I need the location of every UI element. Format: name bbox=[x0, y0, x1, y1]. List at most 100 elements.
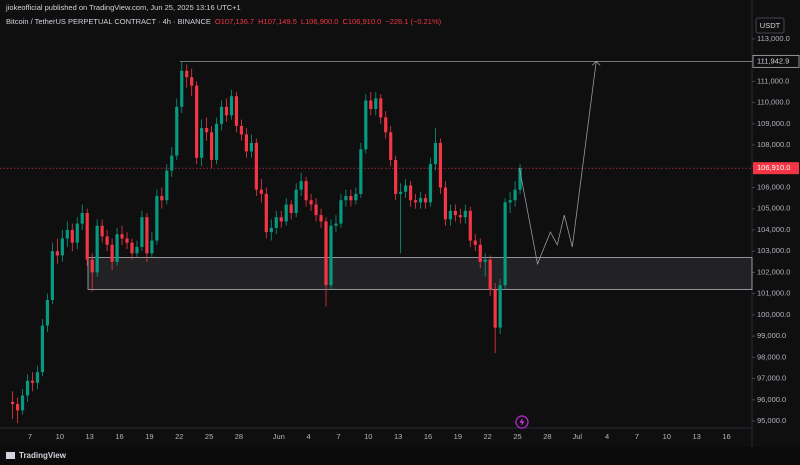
candle-body bbox=[190, 77, 194, 86]
resistance-label: 111,942.9 bbox=[757, 56, 789, 65]
candle-body bbox=[160, 195, 164, 201]
candle-body bbox=[70, 229, 74, 243]
ohlc-legend-item: C106,910.0 bbox=[342, 17, 381, 26]
candle-body bbox=[50, 251, 54, 301]
candle-body bbox=[518, 168, 522, 190]
candle-body bbox=[205, 128, 209, 133]
candle-body bbox=[443, 187, 448, 220]
candle-body bbox=[433, 142, 438, 165]
candle-body bbox=[304, 181, 308, 201]
y-tick-label: 105,000.0 bbox=[757, 204, 790, 213]
ohlc-legend-item: −226.1 (−0.21%) bbox=[385, 17, 441, 26]
x-tick-label: 22 bbox=[484, 432, 492, 441]
candle-body bbox=[125, 238, 129, 243]
candle-body bbox=[15, 404, 20, 411]
candle-body bbox=[279, 217, 283, 222]
candle-body bbox=[229, 96, 234, 116]
currency-label[interactable]: USDT bbox=[760, 21, 781, 30]
x-tick-label: 13 bbox=[86, 432, 94, 441]
ohlc-legend-item: H107,149.5 bbox=[258, 17, 297, 26]
candle-body bbox=[90, 259, 94, 273]
y-tick-label: 95,000.0 bbox=[757, 416, 786, 425]
y-tick-label: 96,000.0 bbox=[757, 395, 786, 404]
candle-body bbox=[359, 149, 363, 194]
candle-body bbox=[170, 155, 174, 171]
candle-body bbox=[150, 240, 154, 254]
candle-body bbox=[349, 195, 353, 201]
candle-body bbox=[200, 128, 204, 158]
candle-body bbox=[294, 189, 298, 213]
candle-body bbox=[324, 221, 328, 286]
candle-body bbox=[274, 217, 278, 228]
candle-body bbox=[404, 185, 408, 192]
candle-body bbox=[264, 193, 268, 233]
y-tick-label: 111,000.0 bbox=[757, 76, 789, 85]
x-tick-label: 13 bbox=[692, 432, 700, 441]
candle-body bbox=[105, 236, 109, 245]
candle-body bbox=[140, 217, 144, 247]
y-tick-label: 99,000.0 bbox=[757, 331, 786, 340]
y-tick-label: 97,000.0 bbox=[757, 374, 786, 383]
candle-body bbox=[175, 106, 179, 156]
candle-body bbox=[120, 234, 124, 239]
support-zone bbox=[87, 257, 753, 290]
candle-body bbox=[145, 217, 149, 254]
candle-body bbox=[224, 106, 229, 116]
candle-body bbox=[364, 100, 368, 150]
candle-body bbox=[438, 142, 443, 188]
x-tick-label: 7 bbox=[336, 432, 340, 441]
candle-body bbox=[40, 325, 45, 373]
candle-body bbox=[165, 170, 169, 201]
candle-body bbox=[508, 200, 512, 203]
x-tick-label: 16 bbox=[722, 432, 730, 441]
currency-button[interactable] bbox=[755, 17, 785, 34]
y-tick-label: 100,000.0 bbox=[757, 310, 790, 319]
publisher: jiokeofficial published on TradingView.c… bbox=[5, 3, 241, 12]
candle-body bbox=[180, 70, 184, 107]
x-tick-label: 7 bbox=[635, 432, 639, 441]
candle-body bbox=[344, 195, 348, 201]
candle-body bbox=[130, 242, 134, 254]
candle-body bbox=[249, 142, 253, 152]
candle-body bbox=[448, 210, 452, 220]
x-tick-label: 16 bbox=[424, 432, 432, 441]
tv-logo bbox=[6, 452, 15, 459]
x-tick-label: 4 bbox=[605, 432, 609, 441]
candle-body bbox=[95, 225, 99, 273]
candle-body bbox=[314, 204, 318, 216]
candle-body bbox=[254, 142, 258, 190]
candle-body bbox=[423, 198, 428, 203]
x-tick-label: Jun bbox=[273, 432, 285, 441]
candle-body bbox=[45, 300, 50, 326]
y-tick-label: 108,000.0 bbox=[757, 140, 790, 149]
x-tick-label: 25 bbox=[205, 432, 213, 441]
candle-body bbox=[25, 380, 30, 396]
event-bolt bbox=[519, 418, 525, 426]
candle-body bbox=[483, 259, 487, 262]
y-tick-label: 101,000.0 bbox=[757, 289, 790, 298]
x-tick-label: 19 bbox=[145, 432, 153, 441]
candle-body bbox=[394, 159, 398, 194]
last-price-label-box bbox=[753, 162, 799, 175]
y-tick-label: 109,000.0 bbox=[757, 119, 790, 128]
x-tick-label: 25 bbox=[513, 432, 521, 441]
candle-body bbox=[209, 132, 214, 160]
candle-body bbox=[299, 181, 303, 190]
x-tick-label: 16 bbox=[115, 432, 123, 441]
candle-body bbox=[379, 98, 383, 118]
ohlc-legend-item: O107,136.7 bbox=[215, 17, 254, 26]
x-tick-label: 10 bbox=[364, 432, 372, 441]
candle-body bbox=[418, 198, 423, 203]
candle-body bbox=[488, 259, 492, 290]
candle-body bbox=[10, 401, 15, 405]
candle-body bbox=[185, 70, 189, 78]
candle-body bbox=[329, 225, 333, 286]
candle-body bbox=[498, 285, 502, 328]
candle-body bbox=[234, 96, 239, 126]
x-tick-label: 10 bbox=[663, 432, 671, 441]
candle-body bbox=[284, 204, 288, 222]
x-tick-label: 10 bbox=[56, 432, 64, 441]
